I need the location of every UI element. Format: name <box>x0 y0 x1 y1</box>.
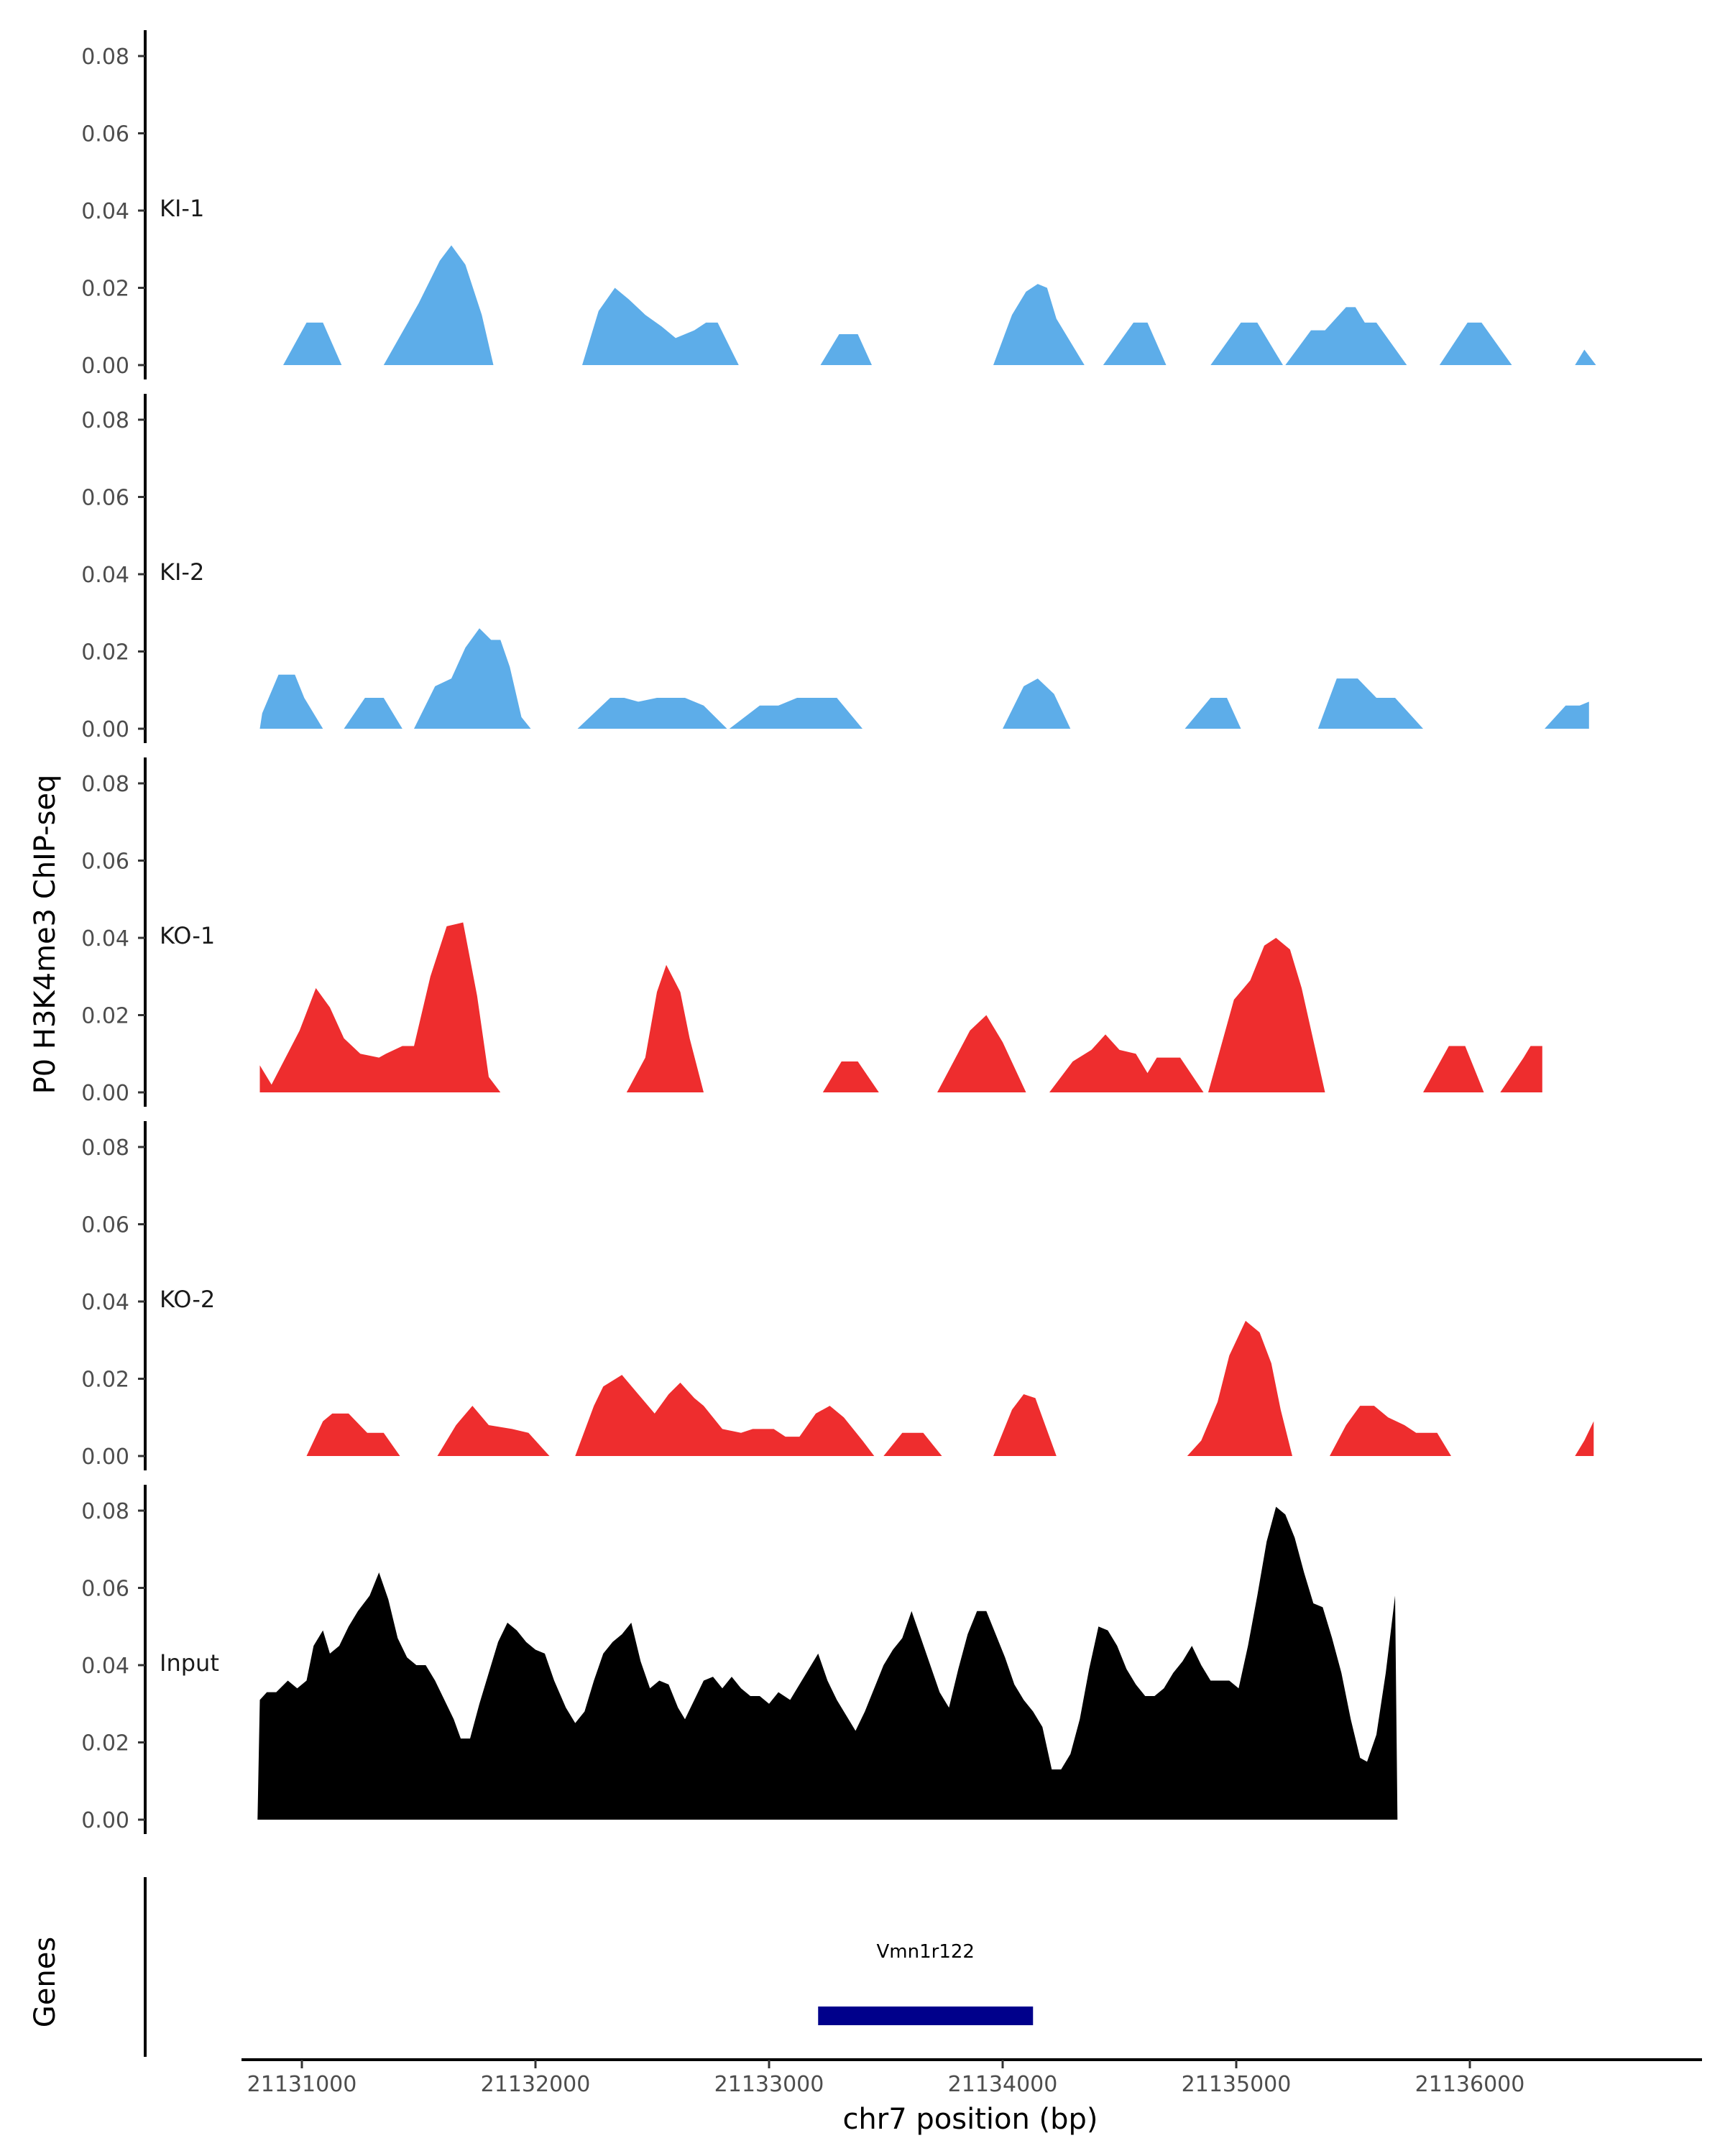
coverage-area <box>1184 698 1241 729</box>
track-ki-1: 0.00 0.02 0.04 0.06 0.08 KI-1 <box>81 30 1596 379</box>
track-input: 0.00 0.02 0.04 0.06 0.08 Input <box>81 1485 1398 1834</box>
coverage-area <box>729 698 862 729</box>
y-tick-label: 0.02 <box>81 1368 129 1393</box>
coverage-area <box>306 1413 400 1456</box>
coverage-area <box>1208 938 1325 1092</box>
x-tick-label: 21136000 <box>1415 2072 1525 2097</box>
x-tick-label: 21131000 <box>247 2072 357 2097</box>
x-tick-label: 21135000 <box>1182 2072 1292 2097</box>
coverage-area <box>259 674 323 729</box>
coverage-area <box>1103 322 1167 365</box>
coverage-area <box>1330 1406 1451 1456</box>
gene-track-title: Genes <box>29 1937 62 2027</box>
coverage-area <box>437 1406 550 1456</box>
y-tick-label: 0.08 <box>81 45 129 70</box>
track-label: KO-2 <box>160 1286 215 1313</box>
coverage-area <box>1210 322 1283 365</box>
track-label: KO-1 <box>160 922 215 949</box>
coverage-area <box>344 698 402 729</box>
coverage-area <box>283 322 342 365</box>
y-tick-label: 0.08 <box>81 1499 129 1524</box>
coverage-area <box>820 334 872 365</box>
x-tick-label: 21132000 <box>481 2072 591 2097</box>
coverage-area <box>993 1394 1057 1456</box>
y-tick-label: 0.06 <box>81 849 129 875</box>
coverage-area <box>383 245 494 365</box>
track-ko-2: 0.00 0.02 0.04 0.06 0.08 KO-2 <box>81 1121 1594 1470</box>
coverage-area <box>259 922 501 1092</box>
y-tick-label: 0.02 <box>81 277 129 302</box>
coverage-area <box>1187 1320 1292 1456</box>
coverage-area <box>626 964 704 1092</box>
coverage-area <box>414 628 531 729</box>
y-tick-label: 0.00 <box>81 1445 129 1470</box>
coverage-area <box>1285 307 1407 365</box>
x-tick-label: 21133000 <box>714 2072 824 2097</box>
y-tick-label: 0.00 <box>81 717 129 742</box>
coverage-area <box>1439 322 1512 365</box>
y-tick-label: 0.04 <box>81 199 129 224</box>
coverage-area <box>1545 701 1589 729</box>
y-tick-label: 0.04 <box>81 1654 129 1679</box>
coverage-tracks: 0.00 0.02 0.04 0.06 0.08 KI-1 0.00 0.02 0.04 0.06… <box>81 30 1596 1834</box>
coverage-area <box>577 698 727 729</box>
y-tick-label: 0.00 <box>81 1808 129 1833</box>
coverage-area <box>822 1061 879 1092</box>
y-tick-label: 0.04 <box>81 926 129 952</box>
y-tick-label: 0.02 <box>81 1004 129 1029</box>
coverage-area <box>1423 1046 1484 1092</box>
gene-body <box>818 2007 1034 2025</box>
coverage-area <box>1049 1034 1204 1092</box>
y-axis-title: P0 H3K4me3 ChIP-seq <box>29 775 62 1095</box>
y-tick-label: 0.08 <box>81 772 129 797</box>
coverage-area <box>883 1432 942 1456</box>
x-tick-label: 21134000 <box>948 2072 1058 2097</box>
y-tick-label: 0.06 <box>81 1577 129 1602</box>
coverage-area <box>257 1506 1398 1820</box>
coverage-area <box>575 1375 875 1456</box>
track-label: KI-1 <box>160 195 204 222</box>
coverage-area <box>1500 1046 1542 1092</box>
y-tick-label: 0.04 <box>81 563 129 588</box>
coverage-area <box>937 1015 1026 1092</box>
gene-track: Vmn1r122 <box>144 1877 1034 2057</box>
y-tick-label: 0.04 <box>81 1290 129 1315</box>
y-tick-label: 0.06 <box>81 1213 129 1238</box>
y-tick-label: 0.02 <box>81 1731 129 1756</box>
x-axis: 21131000 21132000 21133000 21134000 21135000… <box>242 2058 1702 2097</box>
y-tick-label: 0.00 <box>81 1081 129 1106</box>
coverage-area <box>1575 1421 1594 1456</box>
coverage-area <box>1003 678 1071 729</box>
track-label: Input <box>160 1649 219 1677</box>
x-axis-title: chr7 position (bp) <box>842 2103 1098 2136</box>
coverage-area <box>1317 678 1423 729</box>
y-tick-label: 0.08 <box>81 1135 129 1161</box>
coverage-area <box>1575 349 1596 365</box>
y-tick-label: 0.02 <box>81 640 129 665</box>
track-label: KI-2 <box>160 558 204 586</box>
track-ko-1: 0.00 0.02 0.04 0.06 0.08 KO-1 <box>81 757 1542 1107</box>
gene-label: Vmn1r122 <box>877 1941 975 1963</box>
coverage-area <box>993 284 1085 365</box>
y-tick-label: 0.08 <box>81 408 129 433</box>
y-tick-label: 0.00 <box>81 354 129 379</box>
y-tick-label: 0.06 <box>81 486 129 511</box>
y-tick-label: 0.06 <box>81 122 129 147</box>
track-ki-2: 0.00 0.02 0.04 0.06 0.08 KI-2 <box>81 394 1589 743</box>
coverage-area <box>582 287 739 365</box>
